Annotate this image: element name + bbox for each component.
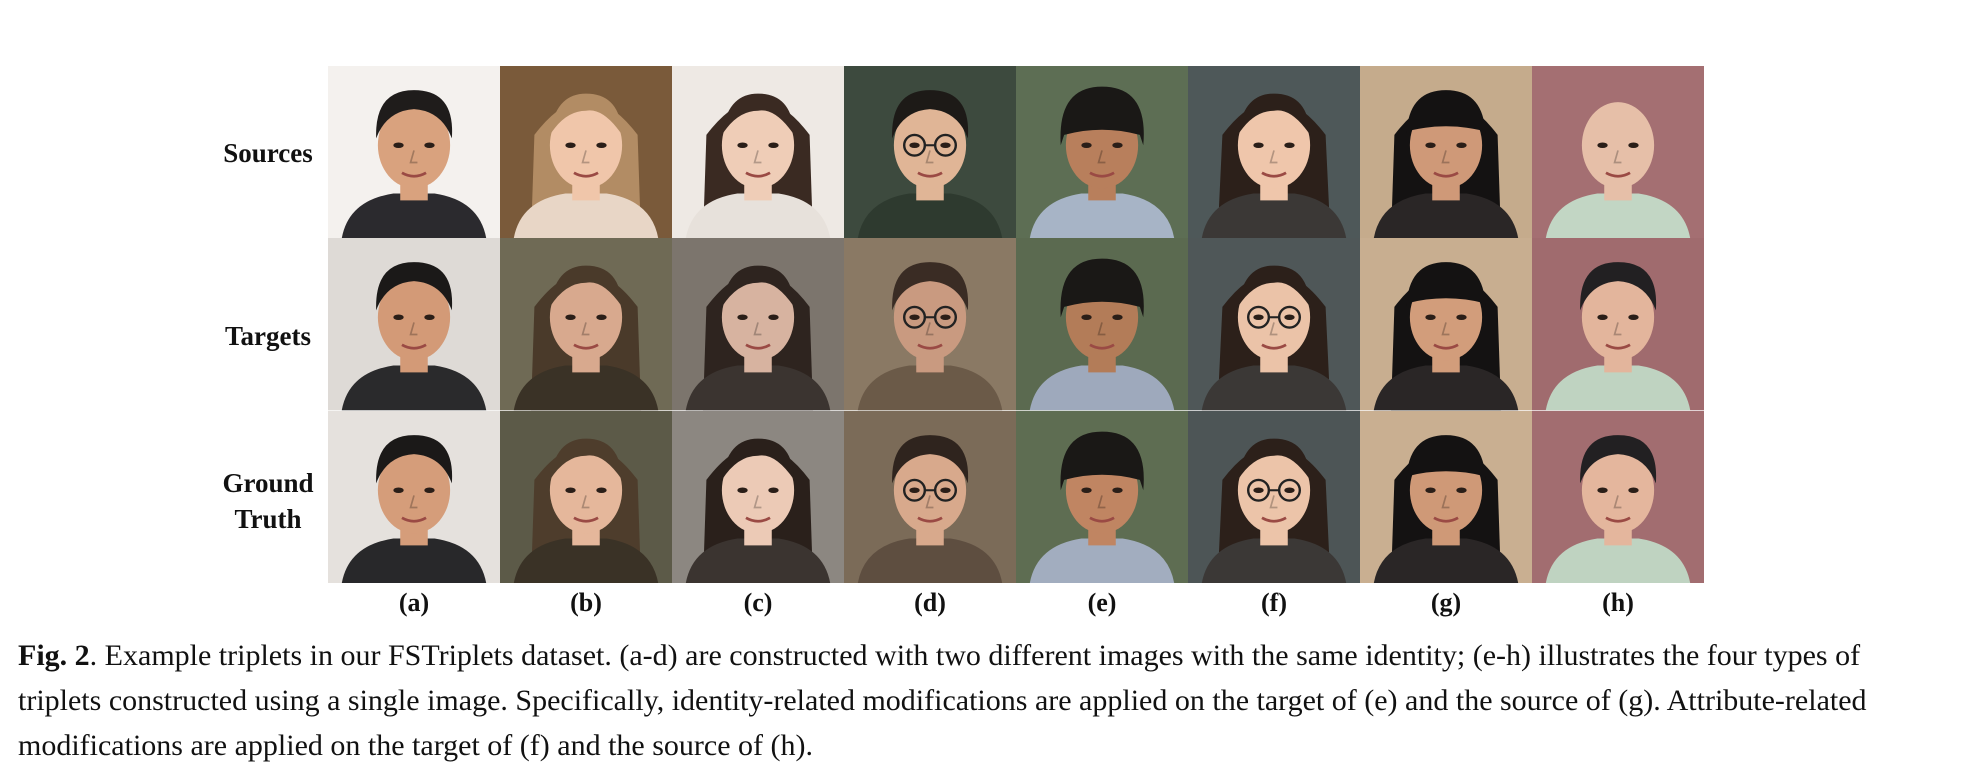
- ground-truth-image-h: [1532, 410, 1704, 583]
- ground-truth-image-b: [500, 410, 672, 583]
- target-image-e: [1016, 238, 1188, 411]
- ground-truth-image-a: [328, 410, 500, 583]
- source-image-g: [1360, 66, 1532, 239]
- column-labels: (a) (b) (c) (d) (e) (f) (g) (h): [328, 588, 1704, 618]
- target-image-b: [500, 238, 672, 411]
- ground-truth-image-d: [844, 410, 1016, 583]
- ground-truth-image-e: [1016, 410, 1188, 583]
- ground-truth-image-c: [672, 410, 844, 583]
- column-label-h: (h): [1602, 588, 1634, 617]
- row-label-text: Targets: [225, 321, 311, 351]
- column-label-c: (c): [743, 588, 773, 617]
- source-image-c: [672, 66, 844, 239]
- target-image-a: [328, 238, 500, 411]
- target-image-f: [1188, 238, 1360, 411]
- figure-caption: Fig. 2. Example triplets in our FSTriple…: [18, 633, 1948, 768]
- column-label-d: (d): [914, 588, 946, 617]
- target-image-c: [672, 238, 844, 411]
- row-label-sources: Sources: [208, 135, 328, 171]
- target-image-d: [844, 238, 1016, 411]
- column-label-e: (e): [1087, 588, 1117, 617]
- row-label-text: Sources: [223, 138, 313, 168]
- caption-text: . Example triplets in our FSTriplets dat…: [18, 639, 1867, 762]
- ground-truth-image-f: [1188, 410, 1360, 583]
- source-image-b: [500, 66, 672, 239]
- face-image-grid: [328, 66, 1704, 583]
- row-label-text: Truth: [234, 504, 302, 534]
- source-image-f: [1188, 66, 1360, 239]
- source-image-h: [1532, 66, 1704, 239]
- column-label-f: (f): [1261, 588, 1287, 617]
- source-image-a: [328, 66, 500, 239]
- target-image-g: [1360, 238, 1532, 411]
- row-label-targets: Targets: [208, 318, 328, 354]
- row-label-ground-truth: Ground Truth: [208, 465, 328, 537]
- column-label-g: (g): [1430, 588, 1462, 617]
- row-label-text: Ground: [222, 468, 314, 498]
- source-image-d: [844, 66, 1016, 239]
- column-label-a: (a): [398, 588, 430, 617]
- ground-truth-image-g: [1360, 410, 1532, 583]
- figure: Sources Targets Ground Truth (a) (b) (c)…: [208, 66, 1704, 618]
- column-label-b: (b): [570, 588, 602, 617]
- target-image-h: [1532, 238, 1704, 411]
- source-image-e: [1016, 66, 1188, 239]
- figure-label: Fig. 2: [18, 639, 90, 672]
